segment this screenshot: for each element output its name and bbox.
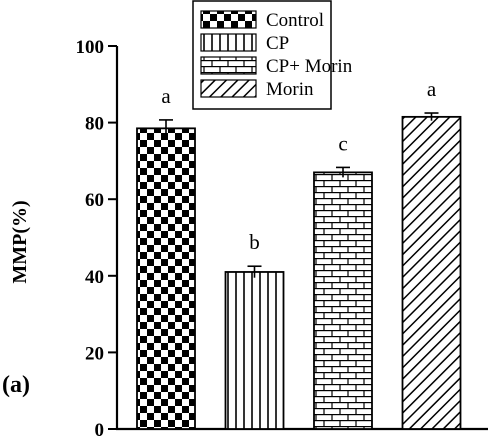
bar-cp: [224, 271, 285, 430]
legend-label: Morin: [266, 79, 314, 100]
panel-label: (a): [2, 372, 30, 398]
y-tick-label: 40: [85, 267, 104, 288]
significance-label: c: [338, 131, 347, 155]
y-axis-label: MMP(%): [9, 200, 31, 283]
y-tick-label: 20: [85, 343, 104, 364]
legend-label: Control: [266, 10, 324, 31]
y-tick-label: 100: [76, 37, 105, 58]
legend-label: CP+ Morin: [266, 56, 353, 77]
y-tick-label: 60: [85, 190, 104, 211]
bar-cp-morin: [313, 171, 373, 430]
significance-label: a: [427, 77, 437, 101]
significance-label: b: [249, 230, 260, 254]
legend-label: CP: [266, 33, 289, 54]
y-tick-label: 0: [95, 420, 105, 440]
bar-morin: [401, 115, 462, 430]
legend-swatch: [200, 56, 257, 75]
bars: a b c a: [136, 77, 462, 430]
legend-swatch: [200, 33, 257, 52]
y-tick-label: 80: [85, 114, 104, 135]
bar-control: [136, 127, 196, 430]
legend-swatch: [200, 10, 257, 29]
significance-label: a: [161, 84, 171, 108]
legend-swatch: [200, 79, 257, 98]
